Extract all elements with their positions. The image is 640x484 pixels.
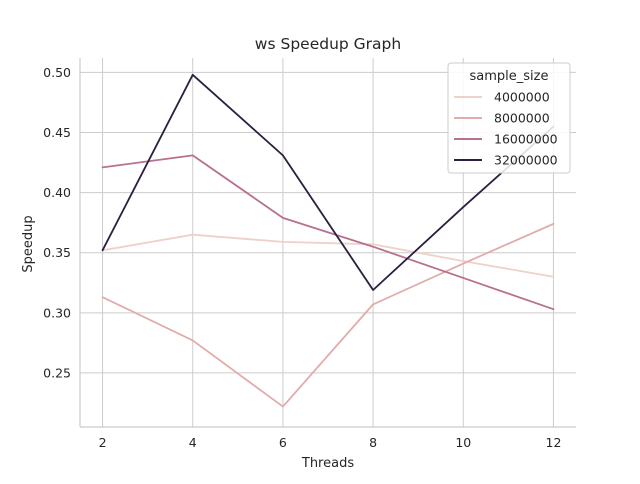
- y-tick-label: 0.35: [43, 245, 71, 260]
- x-tick-label: 12: [546, 435, 562, 450]
- legend-items: 4000000 8000000 16000000 32000000: [454, 90, 558, 168]
- legend-title: sample_size: [470, 69, 549, 84]
- legend-label: 4000000: [494, 90, 550, 105]
- y-tick-label: 0.30: [43, 305, 71, 320]
- legend: sample_size 4000000 8000000 16000000 320000…: [447, 62, 571, 174]
- legend-label: 8000000: [494, 111, 550, 126]
- y-axis-label: Speedup: [21, 215, 36, 272]
- y-tick-label: 0.50: [43, 65, 71, 80]
- x-tick-label: 8: [369, 435, 377, 450]
- y-tick-label: 0.25: [43, 365, 71, 380]
- legend-label: 16000000: [494, 132, 558, 147]
- x-tick-label: 2: [99, 435, 107, 450]
- legend-frame: [447, 62, 571, 174]
- x-tick-label: 4: [189, 435, 197, 450]
- y-tick-label: 0.40: [43, 185, 71, 200]
- legend-label: 32000000: [494, 153, 558, 168]
- series-line-4000000: [101, 233, 555, 278]
- series-line-32000000: [101, 73, 555, 291]
- series-line-16000000: [101, 154, 555, 311]
- chart-title: ws Speedup Graph: [255, 35, 401, 53]
- x-tick-label: 10: [455, 435, 471, 450]
- series-line-8000000: [101, 222, 555, 408]
- axes: [79, 58, 576, 428]
- tick-labels: 2 4 6 8 10 12 0.25 0.30 0.35 0.40 0.45 0.50: [43, 65, 561, 450]
- series-lines: [101, 73, 555, 408]
- x-tick-label: 6: [279, 435, 287, 450]
- x-axis-label: Threads: [301, 456, 354, 471]
- y-tick-label: 0.45: [43, 125, 71, 140]
